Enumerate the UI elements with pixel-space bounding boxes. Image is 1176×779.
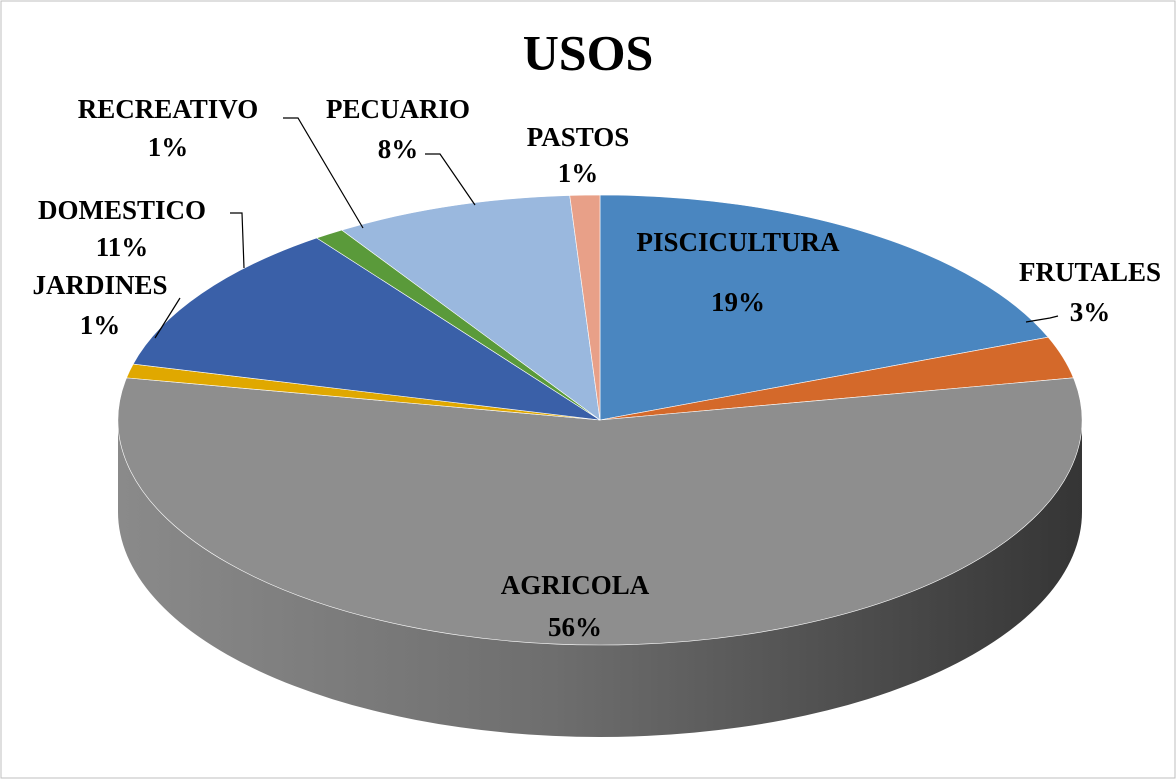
slice bbox=[132, 237, 601, 421]
pie bbox=[117, 194, 1083, 737]
leader-line bbox=[425, 153, 476, 206]
slice bbox=[569, 194, 601, 421]
category-label: JARDINES bbox=[32, 270, 167, 300]
slice-side bbox=[118, 420, 1082, 737]
leader-line bbox=[230, 212, 245, 269]
category-label: DOMESTICO bbox=[38, 195, 206, 225]
value-label: 1% bbox=[148, 132, 189, 162]
chart-title: USOS bbox=[523, 24, 654, 80]
value-label: 1% bbox=[558, 158, 599, 188]
slice bbox=[341, 195, 601, 421]
category-label: PECUARIO bbox=[326, 94, 470, 124]
value-label: 1% bbox=[80, 310, 121, 340]
value-label: 3% bbox=[1070, 297, 1111, 327]
category-label: AGRICOLA bbox=[501, 570, 650, 600]
value-label: 8% bbox=[378, 134, 419, 164]
category-label: PASTOS bbox=[527, 122, 630, 152]
value-label: 19% bbox=[711, 287, 765, 317]
data-labels: PISCICULTURA 19% FRUTALES 3% AGRICOLA 56% JARD… bbox=[32, 94, 1161, 642]
leader-line bbox=[1025, 315, 1059, 323]
leader-line bbox=[154, 297, 181, 339]
value-label: 11% bbox=[96, 232, 149, 262]
leader-lines bbox=[154, 117, 1059, 339]
slice bbox=[599, 194, 1049, 421]
category-label: PISCICULTURA bbox=[636, 227, 840, 257]
leader-line bbox=[283, 117, 364, 229]
slice bbox=[117, 377, 1083, 646]
value-label: 56% bbox=[548, 612, 602, 642]
category-label: FRUTALES bbox=[1019, 257, 1161, 287]
category-label: RECREATIVO bbox=[78, 94, 258, 124]
